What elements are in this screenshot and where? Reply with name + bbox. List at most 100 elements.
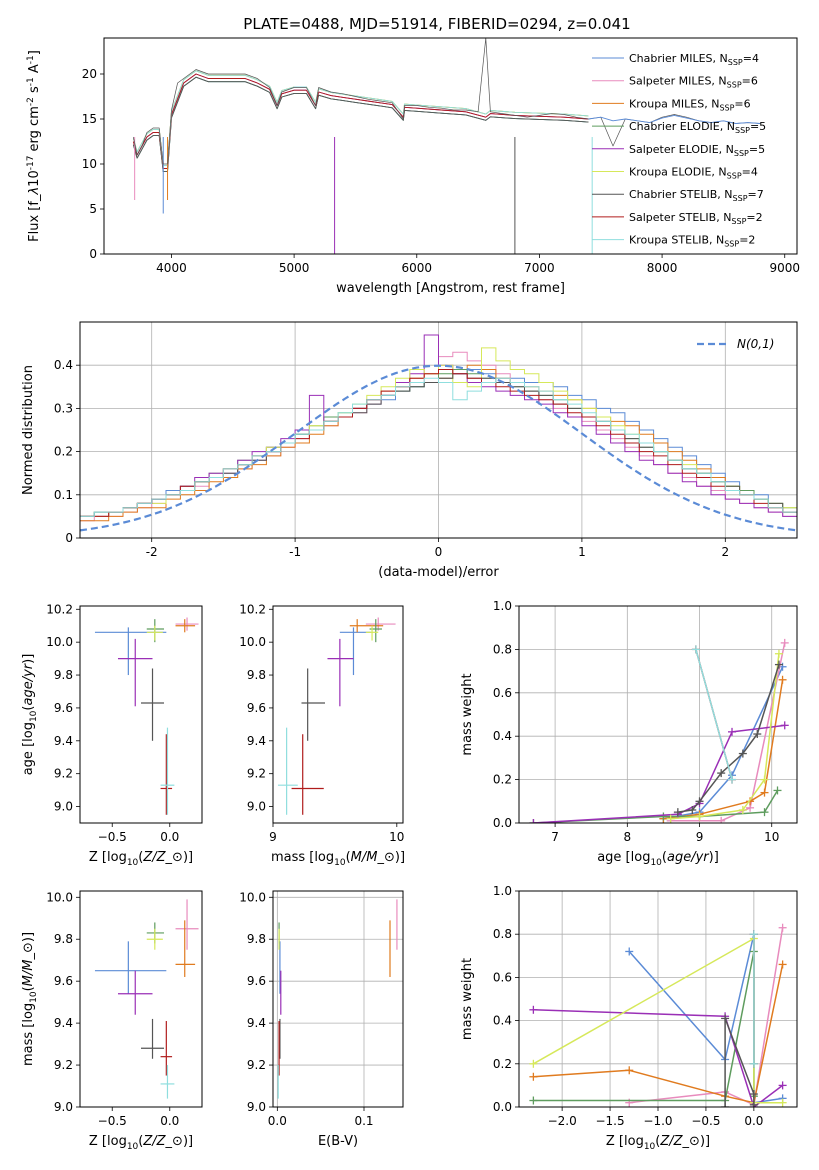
residuals-xlabel: (data-model)/error [378, 565, 499, 580]
y-tick-label: 9.2 [247, 767, 266, 781]
spectrum-xlabel: wavelength [Angstrom, rest frame] [336, 281, 565, 296]
x-tick-label: 7000 [524, 261, 555, 275]
y-tick-label: 9.6 [54, 701, 73, 715]
error-bar-point [146, 625, 163, 641]
mass-weight-marker [778, 923, 787, 932]
y-tick-label: 0.2 [493, 1057, 512, 1071]
mass-weight-marker [625, 947, 634, 956]
y-tick-label: 0.4 [493, 729, 512, 743]
age_vs_Z-plot-area [94, 617, 199, 815]
x-tick-label: 0.1 [354, 1114, 373, 1128]
model-spectrum-line [132, 70, 589, 166]
legend-entry: Chabrier STELIB, NSSP​=7 [629, 188, 764, 203]
y-tick-label: 9.6 [54, 974, 73, 988]
mass-weight-marker [728, 775, 737, 784]
mass-weight-marker [749, 1059, 758, 1068]
mass_vs_Z-plot-area [94, 899, 199, 1099]
mass-weight-marker [728, 727, 737, 736]
mass-weight-marker [738, 749, 747, 758]
legend-entry: Kroupa STELIB, NSSP​=2 [629, 234, 755, 249]
x-tick-label: 0.0 [744, 1114, 763, 1128]
error-bar-point [160, 734, 173, 815]
age_vs_mass-xlabel: mass [log10​(M/M_⊙)] [271, 850, 405, 868]
model-spectrum-line [132, 70, 589, 166]
mass-weight-line [663, 666, 784, 820]
mass-weight-marker [778, 675, 787, 684]
residuals-ylabel: Normed distribution [21, 365, 36, 495]
mass-weight-marker [753, 730, 762, 739]
y-tick-label: 0.1 [54, 488, 73, 502]
age_vs_Z-axes: −0.5 0.0 9.0 9.2 9.4 9.6 9.8 10.0 10.2 Z [log10​(… [21, 602, 203, 868]
y-tick-label: 9.8 [247, 668, 266, 682]
y-tick-label: 9.0 [247, 800, 266, 814]
mass-weight-marker [780, 638, 789, 647]
mass_vs_Z-ylabel: mass [log10​(M/M_⊙)] [21, 932, 39, 1066]
error-bar-point [175, 920, 196, 977]
error-bar-point [301, 668, 325, 741]
y-tick-label: 0.6 [493, 686, 512, 700]
mass-weight-marker [778, 1081, 787, 1090]
x-tick-label: 10 [764, 830, 779, 844]
y-tick-label: 9.8 [247, 932, 266, 946]
mass-weight-marker [717, 769, 726, 778]
model-spectrum-line [132, 73, 589, 169]
mass-weight-line [724, 1017, 755, 1107]
y-tick-label: 0.8 [493, 927, 512, 941]
error-bar-point [175, 617, 199, 631]
y-tick-label: 0.4 [493, 1014, 512, 1028]
mass-weight-marker [738, 805, 747, 814]
y-tick-label: 10.0 [239, 890, 266, 904]
mass-weight-marker [529, 1072, 538, 1081]
x-tick-label: 0.0 [160, 1114, 179, 1128]
mass-weight-marker [666, 814, 675, 823]
x-tick-label: 8000 [647, 261, 678, 275]
residuals-axes: -2 -1 0 1 2 0 0.1 0.2 0.3 0.4 (data-model)/error No… [21, 321, 798, 580]
mass-weight-line [533, 1009, 784, 1107]
legend-entry: Salpeter MILES, NSSP​=6 [629, 75, 758, 90]
y-tick-label: 10.0 [46, 635, 73, 649]
legend-entry: N(0,1) [737, 337, 774, 351]
mass-weight-marker [659, 812, 668, 821]
model-spectrum-line [132, 73, 589, 169]
y-tick-label: 9.6 [247, 974, 266, 988]
weight_vs_age-plot-area [529, 638, 789, 823]
mass-weight-marker [749, 1100, 758, 1107]
mass-weight-line [670, 642, 786, 822]
y-tick-label: 0.3 [54, 401, 73, 415]
x-tick-label: −0.5 [98, 830, 127, 844]
error-bar-point [349, 619, 384, 633]
y-tick-label: 9.8 [54, 668, 73, 682]
residual-legend: N(0,1) [697, 337, 774, 351]
error-bar-point [369, 619, 382, 643]
residuals-frame [79, 321, 798, 539]
y-tick-label: 0.6 [493, 970, 512, 984]
y-tick-label: 9.2 [54, 767, 73, 781]
mass_vs_Z-frame [79, 890, 203, 1108]
model-spectrum-line [132, 76, 589, 173]
x-tick-label: 0.0 [268, 1114, 287, 1128]
mass-weight-marker [773, 786, 782, 795]
mass-weight-marker [625, 1066, 634, 1075]
mass-weight-marker [749, 930, 758, 939]
x-tick-label: 1 [578, 545, 586, 559]
mass-weight-line [533, 950, 755, 1102]
weight_vs_Z-plot-area [529, 923, 787, 1107]
age_vs_mass-axes: 9 10 9.0 9.2 9.4 9.6 9.8 10.0 10.2 mass [log10​(M… [239, 602, 405, 868]
mass_vs_ebv-xlabel: E(B-V) [318, 1134, 358, 1149]
y-tick-label: 0.2 [54, 445, 73, 459]
weight_vs_age-ylabel: mass weight [460, 673, 475, 755]
mass-weight-marker [529, 1059, 538, 1068]
y-tick-label: 9.4 [247, 1016, 266, 1030]
weight_vs_age-frame [518, 605, 798, 824]
y-tick-label: 0.0 [493, 816, 512, 830]
error-bar-point [339, 627, 371, 676]
age_vs_Z-xlabel: Z [log10​(Z/Z_⊙)] [89, 850, 193, 868]
mass-weight-marker [529, 1096, 538, 1105]
y-tick-label: 0 [65, 531, 73, 545]
error-bar-point [365, 625, 379, 641]
error-bar-point [94, 627, 167, 676]
error-bar-point [175, 899, 199, 950]
mass-weight-marker [691, 645, 700, 654]
y-tick-label: 9.8 [54, 932, 73, 946]
y-tick-label: 0.8 [493, 642, 512, 656]
